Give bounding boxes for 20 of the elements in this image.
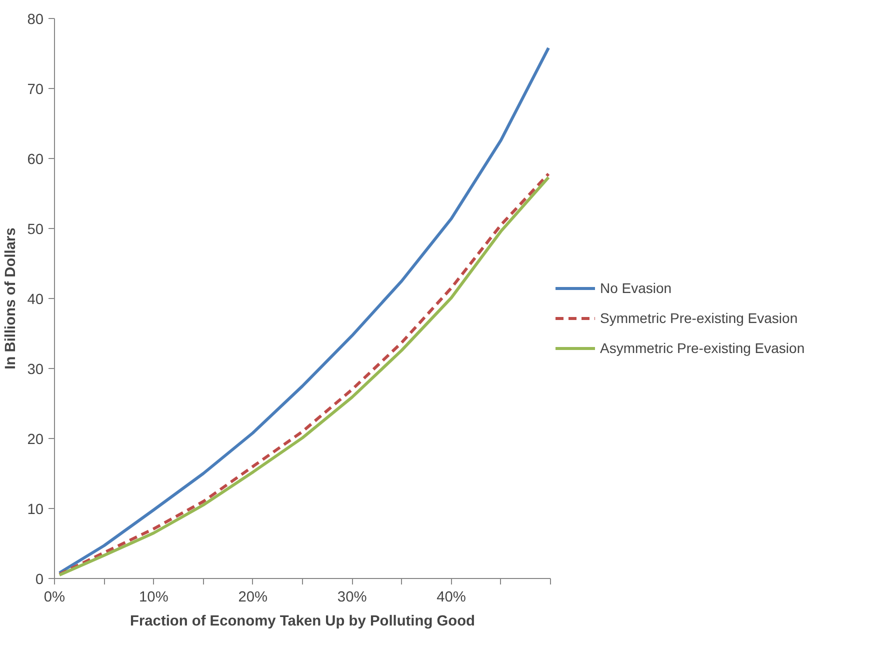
y-axis-title: In Billions of Dollars [3, 228, 20, 370]
x-tick-label: 30% [337, 590, 367, 606]
legend-label: No Evasion [600, 280, 672, 296]
line-series [58, 46, 550, 574]
y-tick-label: 70 [27, 82, 44, 98]
legend-label: Symmetric Pre-existing Evasion [600, 310, 798, 326]
y-tick-label: 40 [27, 292, 44, 308]
y-tick-label: 20 [27, 432, 44, 448]
x-tick-label: 40% [436, 590, 466, 606]
y-tick-label: 30 [27, 362, 44, 378]
x-tick-label: 0% [44, 590, 66, 606]
y-tick-label: 80 [27, 12, 44, 28]
y-tick-label: 50 [27, 222, 44, 238]
y-tick-label: 10 [27, 502, 44, 518]
legend-label: Asymmetric Pre-existing Evasion [600, 340, 805, 356]
x-tick-label: 20% [238, 590, 268, 606]
y-tick-label: 0 [35, 572, 44, 588]
x-axis-title: Fraction of Economy Taken Up by Polluting Good [130, 614, 475, 630]
x-tick-label: 10% [139, 590, 168, 606]
y-tick-label: 60 [27, 152, 44, 168]
